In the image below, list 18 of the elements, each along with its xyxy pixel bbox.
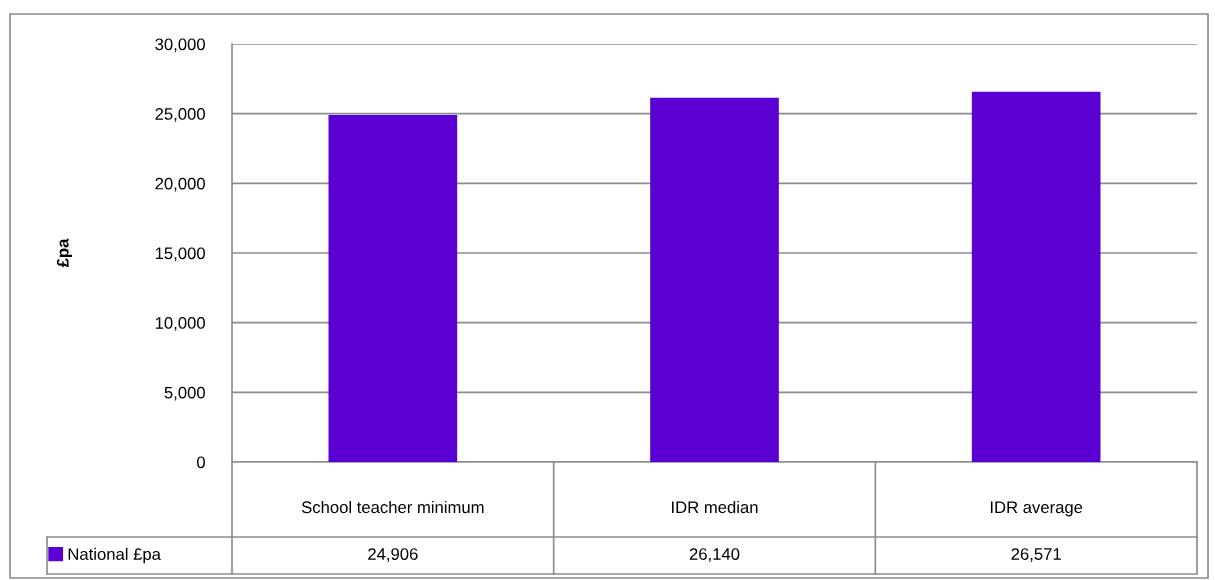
bar [971,91,1101,462]
y-tick-label: 5,000 [164,386,205,401]
data-label: 24,906 [368,548,418,562]
bar [328,114,458,462]
bar [650,97,779,462]
y-tick-label: 15,000 [155,247,205,262]
data-label: 26,140 [689,548,740,562]
x-tick-label: School teacher minimum [301,500,484,514]
legend-label: National £pa [68,547,161,564]
y-tick-label: 20,000 [155,177,205,192]
x-tick-label: IDR average [990,501,1083,517]
y-tick-label: 10,000 [155,317,205,331]
data-label: 26,571 [1011,548,1061,562]
y-tick-label: 30,000 [155,38,205,53]
y-tick-label: 25,000 [155,108,205,122]
y-axis-title: £pa [56,238,72,268]
x-tick-label: IDR median [672,500,758,514]
y-tick-label: 0 [196,456,205,469]
